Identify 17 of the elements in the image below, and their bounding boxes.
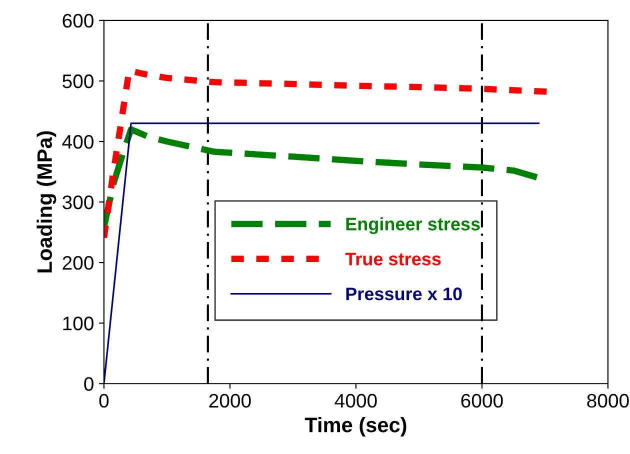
y-tick-label: 300 xyxy=(62,196,94,210)
y-tick-label: 200 xyxy=(62,256,94,270)
x-tick-label: 2000 xyxy=(209,394,251,408)
x-tick-label: 4000 xyxy=(334,394,377,408)
text: Pressure x 10 xyxy=(346,288,462,300)
text: Engineer stress xyxy=(346,217,480,234)
x-tick-label: 6000 xyxy=(461,394,503,408)
x-tick-label: 8000 xyxy=(587,394,629,408)
y-tick-label: 0 xyxy=(84,377,94,391)
x-axis-title: Time (sec) xyxy=(304,417,406,436)
y-tick-label: 500 xyxy=(62,74,94,88)
y-axis-title: Loading (MPa) xyxy=(36,131,56,272)
text: True stress xyxy=(345,252,441,266)
y-tick-label: 600 xyxy=(62,14,94,28)
y-tick-label: 400 xyxy=(62,134,94,149)
x-tick-label: 0 xyxy=(99,394,109,408)
y-tick-label: 100 xyxy=(63,316,94,330)
